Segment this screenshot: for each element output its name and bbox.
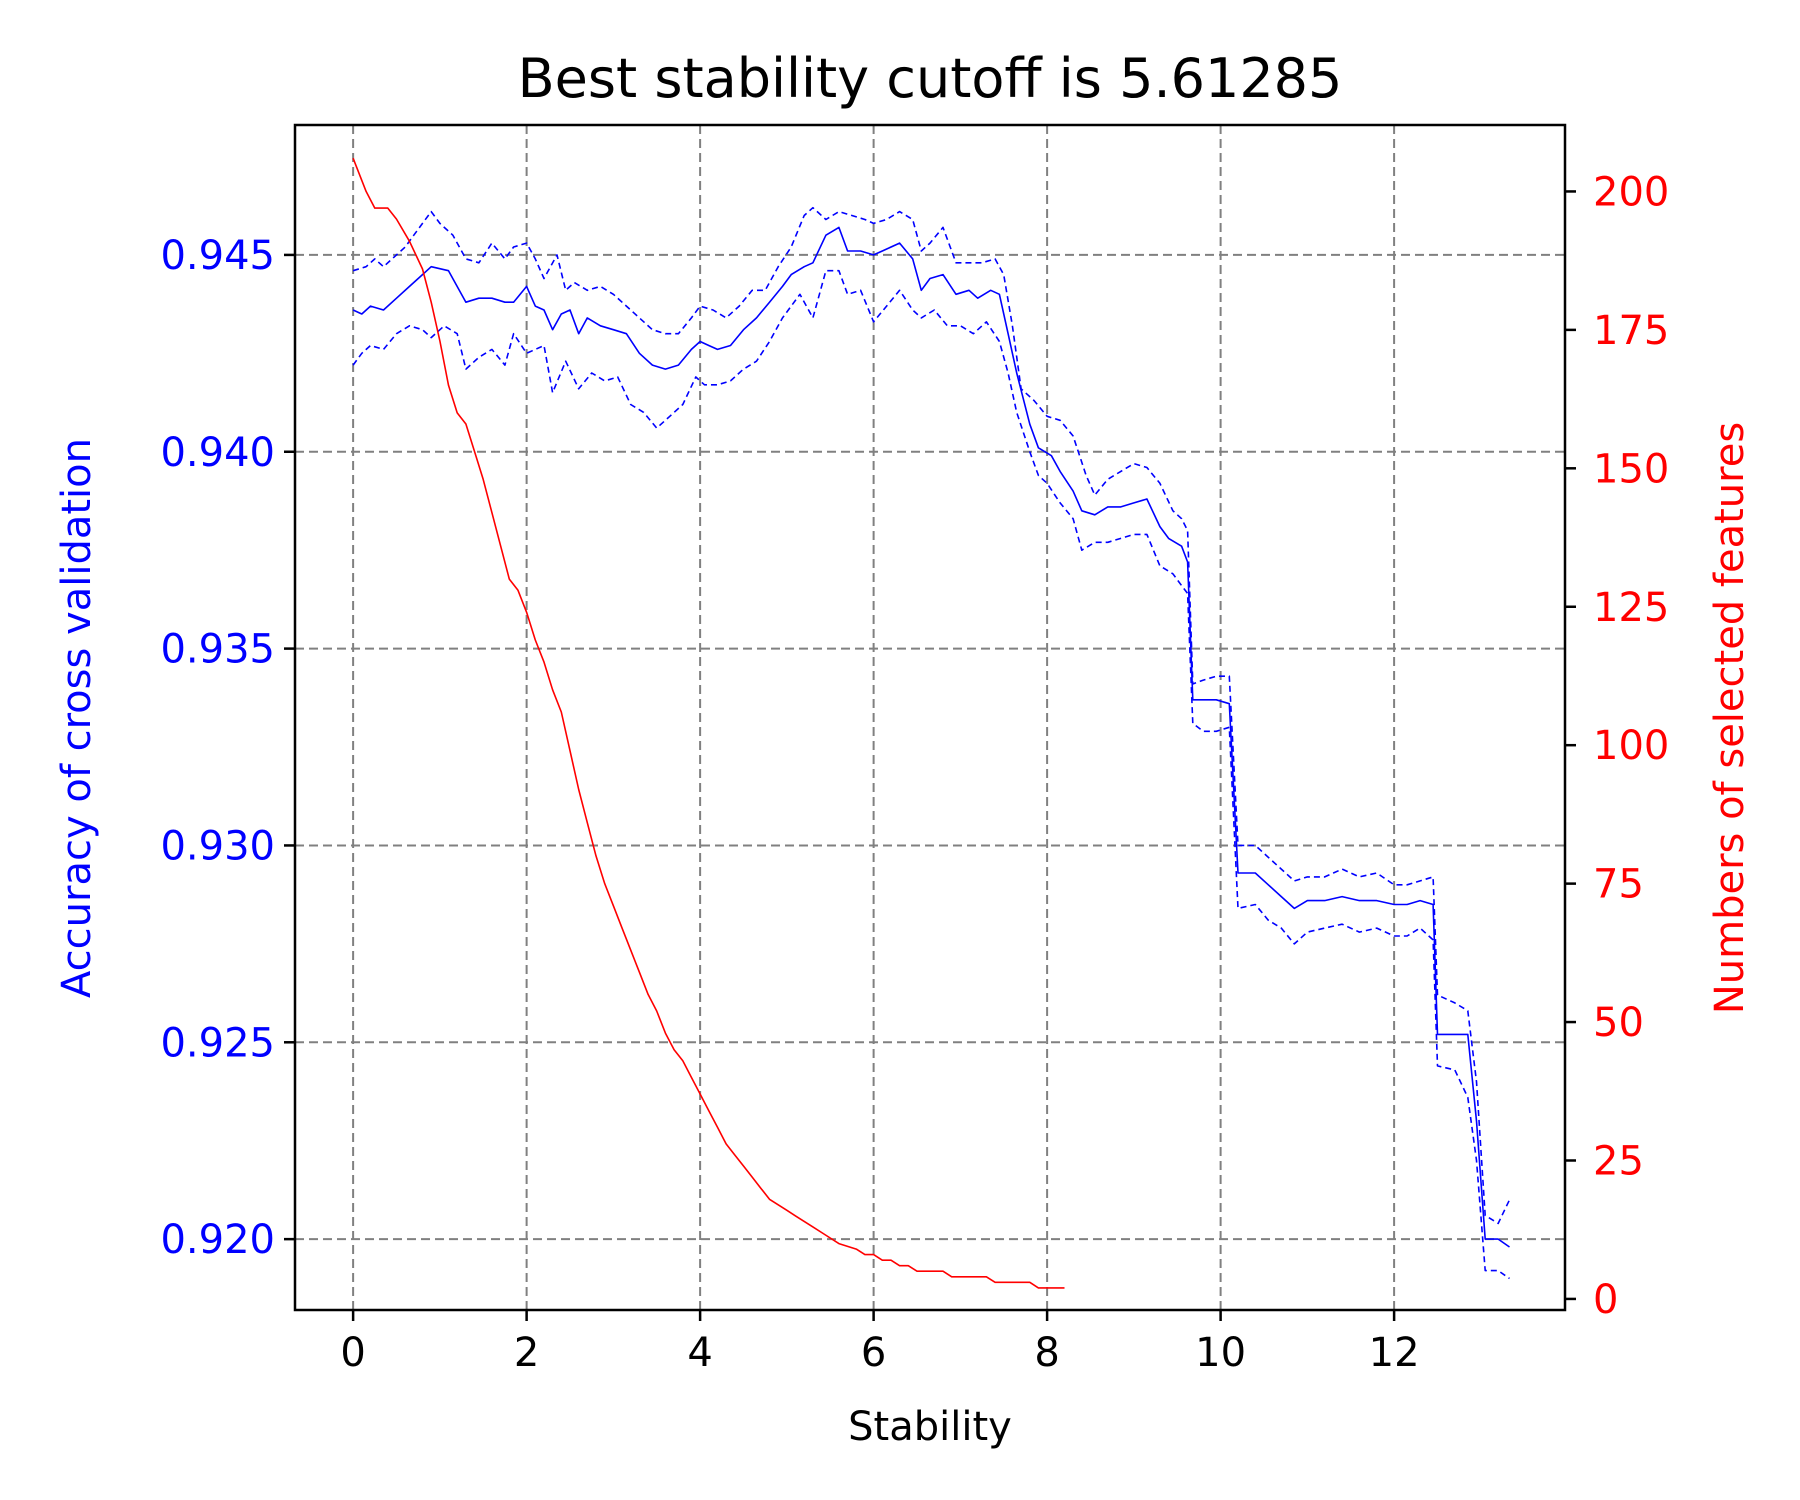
left-tick-label: 0.935 [160, 627, 275, 673]
accuracy-upper-bound-line [352, 206, 1511, 1225]
x-tick-label: 2 [514, 1330, 539, 1376]
left-tick-label: 0.945 [160, 233, 275, 279]
x-axis-ticks: 0 2 4 6 8 10 12 [340, 1310, 1420, 1376]
left-tick-label: 0.930 [160, 823, 275, 869]
right-tick-label: 100 [1593, 723, 1669, 769]
left-tick-label: 0.940 [160, 430, 275, 476]
selected-features-line [352, 157, 1065, 1289]
left-axis-label: Accuracy of cross validation [54, 438, 100, 998]
grid [295, 125, 1565, 1310]
left-axis-ticks: 0.920 0.925 0.930 0.935 0.940 0.945 [160, 233, 295, 1263]
right-tick-label: 50 [1593, 1000, 1644, 1046]
right-tick-label: 175 [1593, 308, 1669, 354]
right-tick-label: 150 [1593, 446, 1669, 492]
right-tick-label: 125 [1593, 585, 1669, 631]
right-axis-label: Numbers of selected features [1707, 422, 1753, 1014]
x-tick-label: 4 [687, 1330, 712, 1376]
right-tick-label: 75 [1593, 862, 1644, 908]
series-lines [352, 157, 1511, 1289]
right-tick-label: 0 [1593, 1277, 1618, 1323]
x-tick-label: 10 [1195, 1330, 1246, 1376]
accuracy-lower-bound-line [352, 269, 1510, 1280]
x-axis-label: Stability [848, 1404, 1012, 1450]
x-tick-label: 0 [340, 1330, 365, 1376]
left-tick-label: 0.925 [160, 1020, 275, 1066]
accuracy-mean-line [352, 226, 1510, 1248]
right-axis-ticks: 0 25 50 75 100 125 150 175 200 [1565, 169, 1669, 1323]
left-tick-label: 0.920 [160, 1217, 275, 1263]
x-tick-label: 6 [861, 1330, 886, 1376]
right-tick-label: 200 [1593, 169, 1669, 215]
right-tick-label: 25 [1593, 1138, 1644, 1184]
chart-title: Best stability cutoff is 5.61285 [518, 47, 1343, 110]
plot-frame [293, 123, 1567, 1312]
x-tick-label: 12 [1369, 1330, 1420, 1376]
x-tick-label: 8 [1034, 1330, 1059, 1376]
